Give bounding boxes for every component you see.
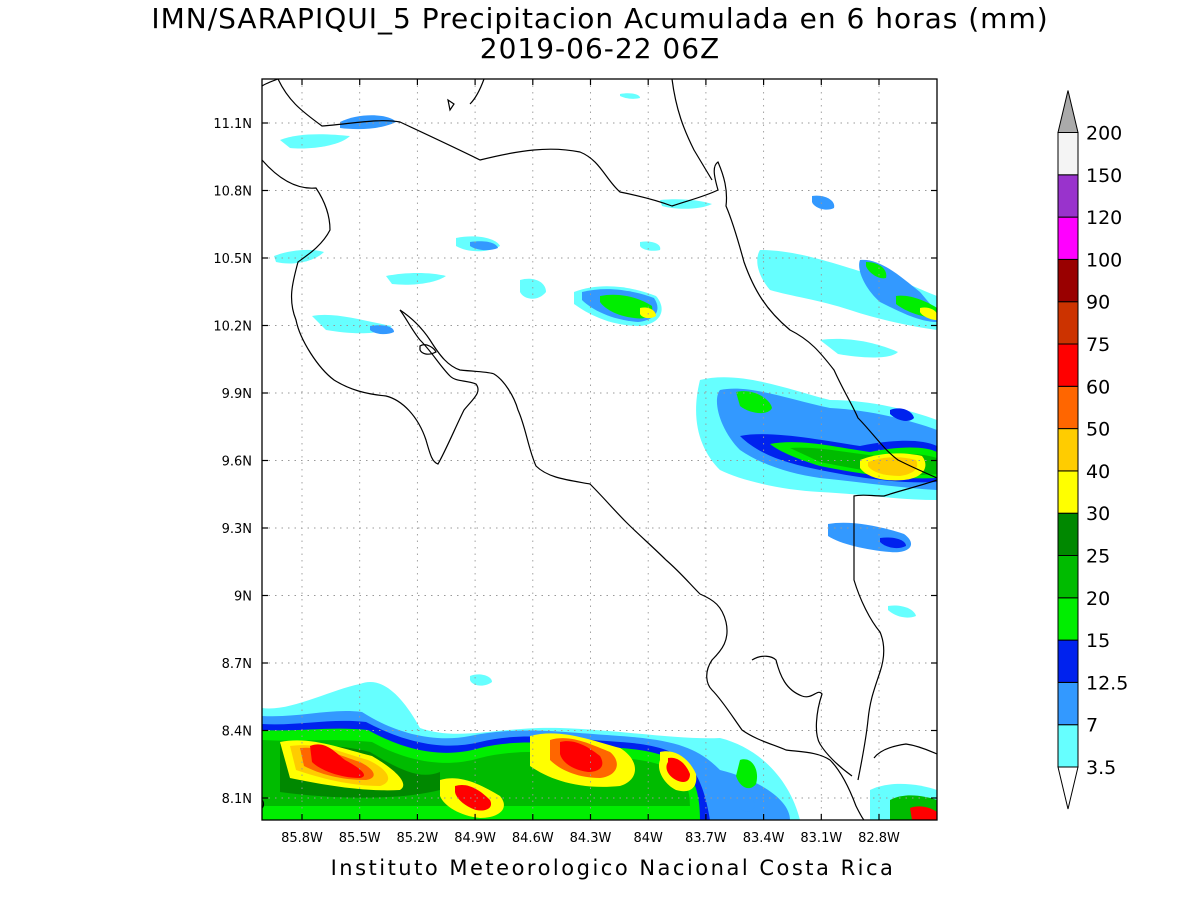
colorbar-swatch [1057, 681, 1079, 726]
lon-tick-label: 83.4W [743, 831, 785, 846]
border-costa-rica-panama [853, 479, 937, 781]
lon-tick-label: 84.3W [570, 831, 612, 846]
coastline [262, 79, 937, 820]
lat-tick-label: 8.4N [222, 725, 252, 740]
map-frame [261, 78, 938, 821]
colorbar-label: 7 [1086, 715, 1098, 737]
colorbar-swatch [1057, 258, 1079, 303]
colorbar-swatch [1057, 724, 1079, 768]
lat-tick-label: 9.6N [222, 455, 252, 470]
colorbar-label: 25 [1086, 546, 1110, 568]
lon-tick-label: 85.5W [339, 831, 381, 846]
colorbar-label: 30 [1086, 503, 1110, 525]
colorbar-label: 60 [1086, 376, 1110, 398]
colorbar-label: 3.5 [1086, 757, 1116, 779]
colorbar-label: 40 [1086, 461, 1110, 483]
lat-tick-label: 10.8N [213, 185, 252, 200]
lat-tick-label: 8.7N [222, 657, 252, 672]
colorbar-swatch [1057, 555, 1079, 599]
lon-tick-label: 84W [633, 831, 663, 846]
colorbar-label: 20 [1086, 588, 1110, 610]
colorbar-swatch [1057, 216, 1079, 260]
precipitation-shading [262, 93, 937, 820]
colorbar-top-arrow [1057, 90, 1079, 133]
lat-tick-label: 9N [234, 590, 252, 605]
lon-tick-label: 84.6W [512, 831, 554, 846]
map-gridlines [262, 79, 937, 820]
map-date: 2019-06-22 06Z [479, 32, 721, 65]
colorbar-label: 100 [1086, 249, 1122, 271]
lat-tick-label: 10.5N [213, 252, 252, 267]
lon-tick-label: 84.9W [454, 831, 496, 846]
colorbar-label: 150 [1086, 165, 1122, 187]
map-title: IMN/SARAPIQUI_5 Precipitacion Acumulada … [151, 2, 1049, 35]
colorbar-swatch [1057, 385, 1079, 430]
lon-tick-label: 83.7W [685, 831, 727, 846]
colorbar-swatch [1057, 301, 1079, 345]
lat-tick-label: 10.2N [213, 320, 252, 335]
colorbar-legend: 3.5 7 12.5 15 20 25 30 40 50 60 75 90 100 120 150 200 [1057, 90, 1128, 810]
lon-tick-label: 85.8W [281, 831, 323, 846]
lat-tick-label: 8.1N [222, 792, 252, 807]
map-plot-area [262, 79, 937, 820]
colorbar-label: 120 [1086, 207, 1122, 229]
map-footer: Instituto Meteorologico Nacional Costa R… [330, 856, 896, 880]
colorbar-swatch [1057, 343, 1079, 387]
lat-tick-label: 9.3N [222, 522, 252, 537]
colorbar-swatch [1057, 512, 1079, 557]
colorbar-label: 12.5 [1086, 672, 1128, 694]
colorbar-swatch [1057, 470, 1079, 514]
map-axes: 11.1N 10.8N 10.5N 10.2N 9.9N 9.6N 9.3N 9N 8.7N 8.… [213, 79, 937, 846]
lon-tick-label: 83.1W [800, 831, 842, 846]
colorbar-label: 75 [1086, 334, 1110, 356]
colorbar-label: 50 [1086, 419, 1110, 441]
colorbar-label: 200 [1086, 123, 1122, 145]
lat-tick-label: 9.9N [222, 387, 252, 402]
colorbar-swatch [1057, 174, 1079, 218]
lon-tick-label: 85.2W [396, 831, 438, 846]
colorbar-bottom-arrow [1057, 766, 1079, 810]
colorbar-label: 90 [1086, 292, 1110, 314]
lat-tick-label: 11.1N [213, 117, 252, 132]
colorbar-swatch [1057, 639, 1079, 683]
colorbar-swatch [1057, 597, 1079, 641]
colorbar-swatch [1057, 132, 1079, 176]
colorbar-label: 15 [1086, 630, 1110, 652]
lon-tick-label: 82.8W [858, 831, 900, 846]
colorbar-swatch [1057, 428, 1079, 472]
